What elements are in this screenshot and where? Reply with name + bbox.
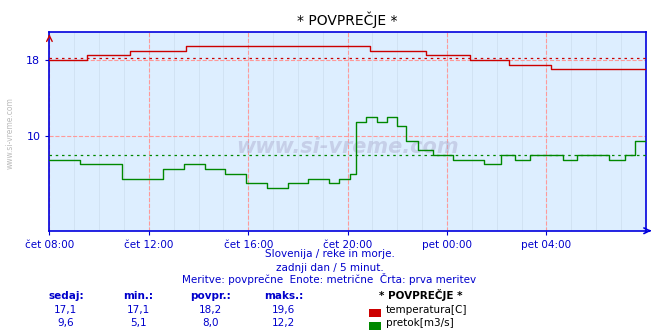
Text: Meritve: povprečne  Enote: metrične  Črta: prva meritev: Meritve: povprečne Enote: metrične Črta:… (183, 273, 476, 285)
Text: pretok[m3/s]: pretok[m3/s] (386, 318, 453, 328)
Text: 8,0: 8,0 (202, 318, 219, 328)
Text: www.si-vreme.com: www.si-vreme.com (237, 137, 459, 157)
Text: www.si-vreme.com: www.si-vreme.com (5, 97, 14, 169)
Text: * POVPREČJE *: * POVPREČJE * (379, 289, 463, 301)
Text: temperatura[C]: temperatura[C] (386, 305, 467, 315)
Text: sedaj:: sedaj: (48, 291, 84, 301)
Text: Slovenija / reke in morje.: Slovenija / reke in morje. (264, 249, 395, 259)
Title: * POVPREČJE *: * POVPREČJE * (297, 11, 398, 28)
Text: 17,1: 17,1 (54, 305, 78, 315)
Text: min.:: min.: (123, 291, 154, 301)
Text: 9,6: 9,6 (57, 318, 74, 328)
Text: 19,6: 19,6 (272, 305, 295, 315)
Text: zadnji dan / 5 minut.: zadnji dan / 5 minut. (275, 263, 384, 273)
Text: 17,1: 17,1 (127, 305, 150, 315)
Text: povpr.:: povpr.: (190, 291, 231, 301)
Text: 18,2: 18,2 (199, 305, 223, 315)
Text: 5,1: 5,1 (130, 318, 147, 328)
Text: 12,2: 12,2 (272, 318, 295, 328)
Text: maks.:: maks.: (264, 291, 303, 301)
